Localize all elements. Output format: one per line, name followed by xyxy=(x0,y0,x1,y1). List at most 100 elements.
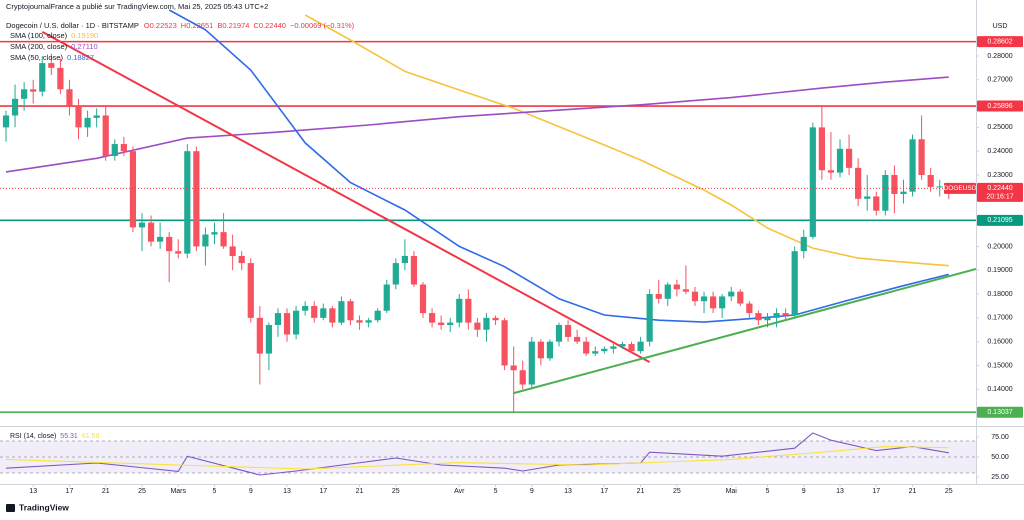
candle-body xyxy=(610,346,617,349)
rsi-legend-value: 61.58 xyxy=(82,433,100,440)
sma-line xyxy=(168,9,949,323)
candle-body xyxy=(283,313,291,335)
publisher-line: CryptojournalFrance a publié sur Trading… xyxy=(6,2,268,11)
y-tick-label: 0.18000 xyxy=(987,291,1012,298)
y-tick-label: 0.23000 xyxy=(987,172,1012,179)
candle-body xyxy=(93,115,100,118)
x-tick-label: 5 xyxy=(213,488,217,495)
candle-body xyxy=(39,63,46,92)
candle-body xyxy=(438,322,445,325)
candle-body xyxy=(11,98,19,116)
candle-body xyxy=(147,222,155,242)
x-tick-label: Mai xyxy=(726,488,738,495)
candle-body xyxy=(347,301,354,321)
level-badge xyxy=(977,100,1023,112)
candle-body xyxy=(292,310,300,335)
symbol-badge-label: DOGEUSD xyxy=(944,185,977,192)
candle-body xyxy=(555,325,563,342)
rsi-line xyxy=(5,432,949,476)
y-tick-label: 0.15000 xyxy=(987,362,1012,369)
rsi-y-tick-label: 50.00 xyxy=(991,454,1009,461)
candle-body xyxy=(864,196,871,199)
indicator-legend-value: 0.27110 xyxy=(71,42,98,51)
candle-body xyxy=(583,341,590,354)
candle-body xyxy=(202,234,209,247)
candle-body xyxy=(265,325,272,354)
candle-body xyxy=(855,167,862,199)
y-tick-label: 0.27000 xyxy=(987,77,1012,84)
candle-body xyxy=(601,348,608,352)
x-tick-label: 21 xyxy=(356,488,364,495)
ohlc-value: H0.22651 xyxy=(181,21,214,30)
x-tick-label: 25 xyxy=(673,488,681,495)
candle-body xyxy=(75,105,82,128)
candle-body xyxy=(510,365,517,371)
candle-body xyxy=(220,232,227,247)
candle-body xyxy=(836,148,844,173)
candle-body xyxy=(229,246,236,256)
candle-body xyxy=(764,317,771,321)
level-badge xyxy=(977,214,1023,226)
candle-body xyxy=(111,144,118,156)
y-tick-label: 0.25000 xyxy=(987,124,1012,131)
candle-body xyxy=(773,313,780,318)
candle-body xyxy=(782,313,789,316)
candle-body xyxy=(392,263,399,285)
x-tick-label: 21 xyxy=(102,488,110,495)
candle-body xyxy=(211,232,218,235)
sma-line xyxy=(5,76,949,173)
x-tick-label: 25 xyxy=(392,488,400,495)
candle-body xyxy=(238,255,245,264)
candle-body xyxy=(138,222,146,228)
level-badge xyxy=(977,406,1023,418)
overlay: 0.28000 0.27000 0.25000 0.24000 0.23000 0.200… xyxy=(6,2,1023,495)
price-badge-value: 0.22440 xyxy=(987,185,1012,192)
x-tick-label: 13 xyxy=(283,488,291,495)
rsi-line xyxy=(5,446,949,470)
trendline xyxy=(41,31,651,363)
candle-body xyxy=(410,255,418,285)
candle-body xyxy=(175,251,182,254)
candle-body xyxy=(66,89,73,106)
candle-body xyxy=(338,301,345,323)
ohlc-value: −0.00069 (−0.31%) xyxy=(290,21,355,30)
candle-body xyxy=(700,296,708,302)
ohlc-value: B0.21974 xyxy=(217,21,249,30)
x-tick-label: 17 xyxy=(872,488,880,495)
candle-body xyxy=(274,313,282,325)
logo xyxy=(6,504,15,512)
footer-brand: TradingView xyxy=(19,502,69,512)
candle-body xyxy=(936,186,943,188)
candle-body xyxy=(474,322,481,330)
y-tick-label: 0.14000 xyxy=(987,386,1012,393)
price-pane xyxy=(0,9,976,414)
candle-body xyxy=(528,341,535,385)
candle-body xyxy=(102,115,109,156)
candle-body xyxy=(719,296,726,309)
candle-body xyxy=(21,89,28,99)
candle-body xyxy=(501,320,508,366)
candle-body xyxy=(646,294,653,342)
currency-label: USD xyxy=(993,23,1008,30)
x-tick-label: 21 xyxy=(637,488,645,495)
y-tick-label: 0.17000 xyxy=(987,315,1012,322)
candle-body xyxy=(456,298,463,323)
candle-body xyxy=(247,263,254,318)
x-tick-label: 13 xyxy=(29,488,37,495)
candle-body xyxy=(157,236,164,242)
candle-body xyxy=(519,370,526,385)
x-tick-label: 9 xyxy=(802,488,806,495)
x-tick-label: 9 xyxy=(249,488,253,495)
candle-body xyxy=(184,151,191,254)
x-tick-label: 25 xyxy=(945,488,953,495)
candle-body xyxy=(691,291,699,302)
rsi-y-tick-label: 25.00 xyxy=(991,474,1009,481)
candle-body xyxy=(564,325,572,337)
x-tick-label: Mars xyxy=(170,488,186,495)
y-tick-label: 0.24000 xyxy=(987,148,1012,155)
x-tick-label: 5 xyxy=(494,488,498,495)
rsi-pane xyxy=(0,432,976,476)
candle-body xyxy=(682,289,690,292)
candle-body xyxy=(30,89,37,92)
candle-body xyxy=(84,117,91,128)
